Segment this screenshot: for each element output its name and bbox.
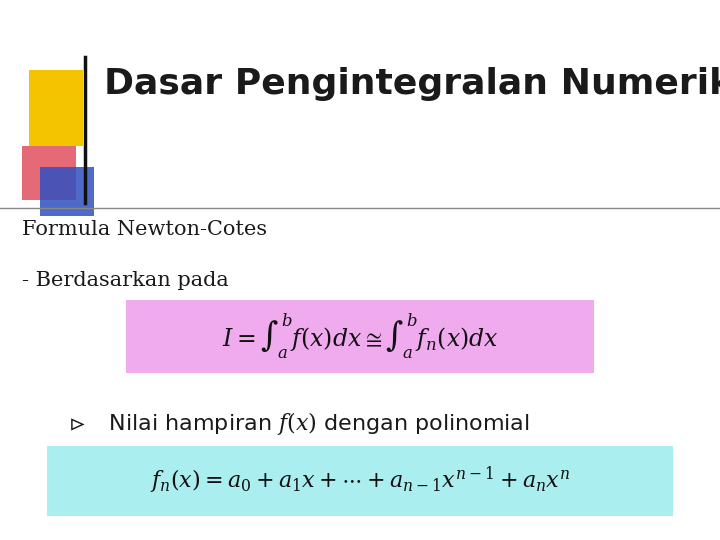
Text: $I = \int_a^b f(x)dx \cong \int_a^b f_n(x)dx$: $I = \int_a^b f(x)dx \cong \int_a^b f_n(…	[222, 312, 498, 361]
Bar	[40, 167, 94, 216]
FancyBboxPatch shape	[47, 446, 673, 516]
Text: Formula Newton-Cotes: Formula Newton-Cotes	[22, 220, 266, 239]
FancyBboxPatch shape	[126, 300, 594, 373]
Bar	[29, 70, 83, 146]
Text: Dasar Pengintegralan Numerik: Dasar Pengintegralan Numerik	[104, 67, 720, 100]
Text: $f_n(x) = a_0 + a_1 x + \cdots + a_{n-1}x^{n-1} + a_n x^n$: $f_n(x) = a_0 + a_1 x + \cdots + a_{n-1}…	[150, 465, 570, 496]
Text: - Berdasarkan pada: - Berdasarkan pada	[22, 271, 228, 291]
Bar	[22, 146, 76, 200]
Text: $\vartriangleright\;$  Nilai hampiran $\mathit{f}(x)$ dengan polinomial: $\vartriangleright\;$ Nilai hampiran $\m…	[65, 410, 529, 437]
